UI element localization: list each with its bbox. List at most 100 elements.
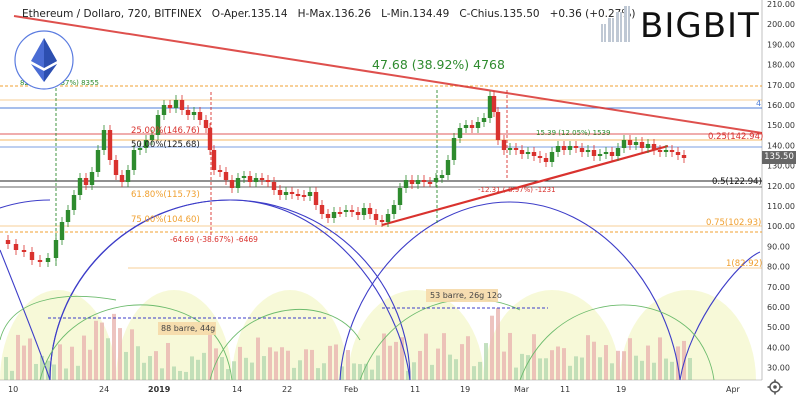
candle-body [463, 125, 469, 128]
time-axis-label: 24 [99, 385, 109, 394]
volume-bar [232, 361, 236, 380]
candle-body [591, 150, 597, 156]
volume-bar [484, 343, 488, 380]
main-measure-label: 47.68 (38.92%) 4768 [372, 57, 505, 72]
candle-body [491, 96, 497, 112]
candle-body [307, 192, 313, 196]
time-axis-label: 11 [410, 385, 420, 394]
volume-bar [112, 313, 116, 380]
price-axis-label: 130.00 [767, 162, 795, 171]
time-axis-label: 10 [8, 385, 18, 394]
volume-bar [364, 363, 368, 380]
candle-body [445, 160, 451, 175]
small-measure-down-label: -12.31 (-8.97%) -1231 [478, 186, 556, 194]
volume-bar [520, 353, 524, 380]
chart-header: Ethereum / Dollaro, 720, BITFINEX O-Aper… [0, 0, 640, 28]
candle-body [161, 105, 167, 115]
volume-bar [376, 355, 380, 380]
time-axis-label: Feb [344, 385, 358, 394]
right-fib-075-label: 0.75(102.93) [706, 218, 761, 228]
volume-bar [508, 332, 512, 380]
volume-bar [286, 350, 290, 380]
candle-body [385, 214, 391, 222]
volume-bar [142, 362, 146, 380]
candle-body [391, 205, 397, 214]
time-axis-label: 19 [616, 385, 626, 394]
candle-body [415, 180, 421, 184]
volume-bar [448, 354, 452, 380]
symbol-label[interactable]: Ethereum / Dollaro, 720, BITFINEX [22, 8, 202, 20]
volume-bar [4, 357, 8, 380]
volume-bar [340, 366, 344, 380]
candle-body [259, 178, 265, 180]
cycle-left-label: 88 barre, 44g [161, 324, 215, 333]
candle-body [657, 150, 663, 152]
volume-bar [370, 369, 374, 380]
volume-bar [574, 356, 578, 380]
volume-bar [598, 357, 602, 380]
volume-bar [478, 361, 482, 380]
right-fib-1-label: 1(82.92) [726, 259, 762, 269]
candle-body [143, 140, 149, 148]
price-axis-label: 120.00 [767, 182, 795, 191]
settings-gear-icon[interactable] [764, 378, 786, 396]
volume-bar [226, 369, 230, 380]
price-axis-label: 170.00 [767, 81, 795, 90]
candle-body [439, 175, 445, 178]
trend-lines [13, 15, 763, 227]
price-axis-label: 90.00 [767, 242, 790, 251]
volume-bar [406, 370, 410, 380]
fib-25-label: 25.00%(146.76) [131, 126, 200, 136]
candle-body [319, 205, 325, 214]
candle-body [621, 140, 627, 148]
volume-bar [424, 333, 428, 380]
volume-bar [64, 368, 68, 380]
price-axis-label: 40.00 [767, 343, 790, 352]
candle-body [495, 112, 501, 140]
candle-body [89, 172, 95, 185]
volume-bar [616, 350, 620, 380]
candle-body [173, 100, 179, 108]
volume-bar [118, 328, 122, 380]
candle-body [555, 146, 561, 152]
fib-618-label: 61.80%(115.73) [131, 190, 200, 200]
candle-body [113, 160, 119, 175]
time-axis-label: 19 [460, 385, 470, 394]
candle-body [645, 144, 651, 148]
candle-body [65, 210, 71, 222]
fib-75-label: 75.00%(104.60) [131, 215, 200, 225]
volume-bar [136, 346, 140, 380]
volume-bar [622, 351, 626, 380]
candle-body [125, 170, 131, 182]
volume-bar [70, 346, 74, 380]
volume-bar [592, 341, 596, 380]
volume-bar [514, 367, 518, 380]
volume-bar [586, 335, 590, 380]
candle-body [475, 122, 481, 128]
candle-body [277, 190, 283, 195]
candle-body [549, 152, 555, 162]
volume-bar [148, 356, 152, 380]
price-axis-label: 70.00 [767, 283, 790, 292]
candle-body [543, 158, 549, 162]
volume-bar [250, 362, 254, 380]
candle-body [325, 214, 331, 218]
candle-body [29, 252, 35, 260]
volume-bar [664, 358, 668, 380]
price-axis: 210.00 200.00 190.00 180.00 170.00 160.00 150.… [767, 0, 795, 373]
candle-body [211, 150, 217, 170]
candle-body [289, 192, 295, 194]
candlesticks [5, 91, 687, 267]
candle-body [681, 155, 687, 158]
candle-body [59, 222, 65, 240]
candle-body [197, 112, 203, 120]
candle-body [265, 180, 271, 182]
volume-bar [100, 322, 104, 380]
volume-bar [532, 334, 536, 380]
time-axis-label: 11 [560, 385, 570, 394]
volume-bar [172, 366, 176, 380]
volume-bar [670, 361, 674, 380]
close-label: C [459, 8, 467, 20]
candle-body [95, 150, 101, 172]
